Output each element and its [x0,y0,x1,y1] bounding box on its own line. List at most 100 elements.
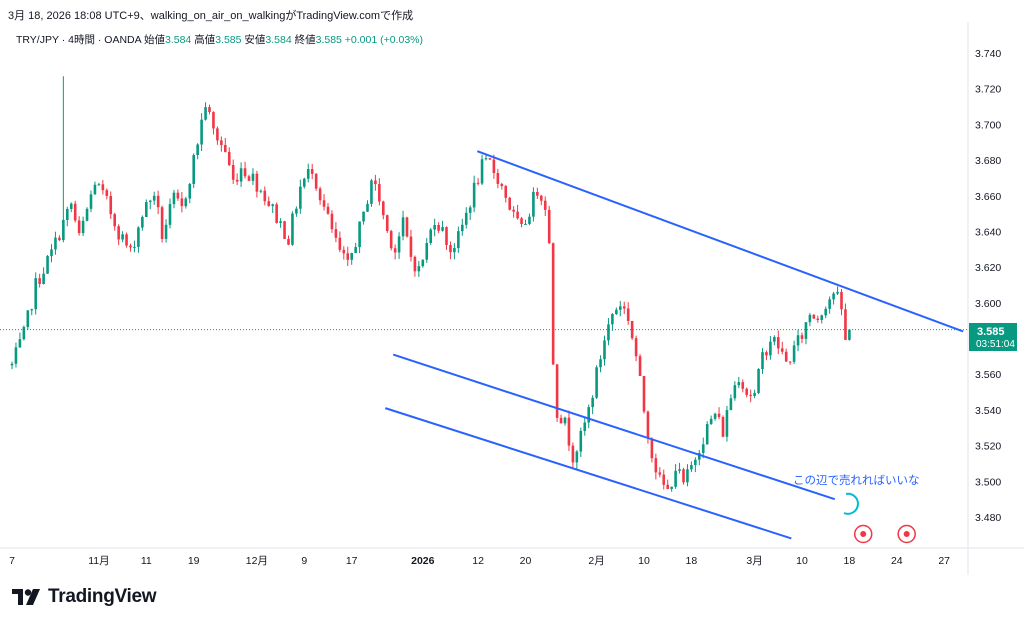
candle [385,214,389,233]
high-value: 3.585 [215,34,242,46]
candle [38,273,41,288]
candle [62,76,65,243]
candle [125,232,128,248]
candle [441,220,444,232]
candle-body [591,397,594,408]
candle [50,244,53,263]
candle [58,235,61,242]
candle-body [607,324,610,341]
candle-body [745,388,748,395]
y-tick-label: 3.480 [975,512,1001,524]
candle [476,178,480,186]
candle-body [808,314,812,323]
candle-body [670,486,673,489]
candle-body [662,474,666,485]
candle-body [694,459,697,466]
candle [366,200,369,213]
target-circle-icon [843,492,859,515]
candle [682,467,685,485]
candle-body [89,194,93,209]
candle [551,242,555,366]
candle [421,259,425,268]
trendline-upper[interactable] [476,150,964,333]
candle-body [366,203,369,212]
candle-body [800,335,804,339]
candle-body [690,465,693,470]
candle [532,187,535,222]
candle-body [824,308,827,316]
tradingview-logo: TradingView [12,586,157,608]
candle [773,335,776,346]
change-value: +0.001 (+0.03%) [344,34,424,46]
candle-body [512,209,515,212]
candle-body [326,206,330,214]
candle-body [634,338,638,357]
event-marker-icon [853,524,873,544]
candle-body [650,438,654,459]
symbol-legend: TRY/JPY · 4時間 · OANDA 始値3.584 高値3.585 安値… [16,32,423,47]
candle [662,469,666,490]
candle-body [437,225,440,231]
candle [378,178,381,206]
candle-body [449,245,452,253]
candle [595,365,598,399]
candle [674,464,677,489]
candle-body [820,315,824,321]
candle [701,437,705,459]
candle-body [563,417,567,424]
candle [220,136,223,152]
candle [188,182,192,204]
candle [567,410,571,452]
candle-body [788,361,792,363]
candle [109,191,113,219]
candle [445,226,448,250]
candle [243,161,247,179]
candle-body [654,458,658,473]
candle-body [547,209,551,244]
candle-body [318,188,322,201]
candle-body [504,186,508,198]
candle-body [761,352,764,370]
candle-body [235,179,239,182]
x-tick-label: 3月 [746,555,762,567]
candle-body [224,145,227,152]
candle-body [69,203,73,209]
candle [777,330,780,355]
candle-body [844,309,847,340]
candle [516,204,519,220]
candle-body [674,470,677,487]
trendline-lower[interactable] [384,407,792,540]
candle [464,207,468,229]
candle-body [555,364,559,418]
candle [698,450,701,466]
candle-body [34,278,37,310]
candle [630,320,634,340]
x-tick-label: 2026 [411,555,435,567]
trendline-lower-channel[interactable] [392,353,836,501]
candle-body [93,184,97,195]
candle-body [362,211,365,222]
trendlines[interactable] [384,150,964,540]
candle-body [46,256,49,274]
candle-body [22,326,26,340]
candle-body [417,266,421,272]
candle-body [559,417,563,424]
candle-body [536,192,539,196]
candle [54,231,57,255]
candle-body [401,217,405,237]
x-tick-label: 18 [686,555,698,567]
candle-body [389,231,393,249]
event-dot [860,531,867,537]
candle-body [686,469,689,483]
candle [342,246,346,260]
candle-body [453,248,456,253]
candle-body [678,469,681,471]
candle [792,340,796,365]
y-tick-label: 3.500 [975,476,1001,488]
candle-body [413,256,417,272]
candle-body [725,410,729,437]
candle-body [121,234,124,240]
candle [66,206,69,227]
candle-body [58,237,61,241]
